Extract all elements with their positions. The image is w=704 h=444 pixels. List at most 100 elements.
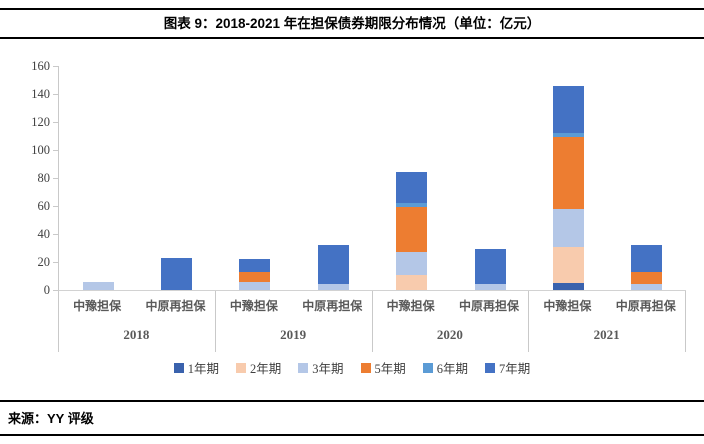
stacked-bar bbox=[396, 172, 428, 290]
legend-item: 7年期 bbox=[485, 358, 530, 377]
bar-group bbox=[59, 66, 216, 290]
category-separator bbox=[685, 291, 686, 352]
bar-slot bbox=[294, 66, 372, 290]
stacked-bar bbox=[82, 281, 114, 290]
category-label-group: 中豫担保 中原再担保 bbox=[215, 297, 372, 314]
bar-slot bbox=[59, 66, 137, 290]
category-separator bbox=[371, 291, 373, 352]
bar-segment-7年期 bbox=[239, 259, 271, 272]
bar-segment-2年期 bbox=[552, 246, 584, 283]
category-label: 中原再担保 bbox=[615, 299, 676, 313]
bar-segment-5年期 bbox=[396, 207, 428, 253]
bar-segment-7年期 bbox=[474, 249, 506, 285]
bar-slot bbox=[608, 66, 686, 290]
bar-group bbox=[373, 66, 530, 290]
category-label: 中原再担保 bbox=[302, 299, 363, 313]
bar-slot bbox=[137, 66, 215, 290]
bar-segment-6年期 bbox=[396, 203, 428, 208]
bar-slot bbox=[529, 66, 607, 290]
y-tick-mark bbox=[53, 206, 58, 207]
y-tick-mark bbox=[53, 66, 58, 67]
category-label: 中原再担保 bbox=[145, 299, 206, 313]
legend-label: 1年期 bbox=[187, 362, 219, 376]
category-label-group: 中豫担保 中原再担保 bbox=[372, 297, 529, 314]
year-label: 2020 bbox=[436, 327, 463, 342]
category-separator bbox=[58, 291, 59, 352]
top-divider bbox=[0, 8, 704, 10]
stacked-bar bbox=[474, 249, 506, 290]
category-label: 中豫担保 bbox=[386, 299, 435, 313]
y-tick-label: 120 bbox=[31, 115, 50, 129]
y-tick-label: 40 bbox=[37, 227, 51, 241]
y-tick-mark bbox=[53, 234, 58, 235]
bar-segment-3年期 bbox=[474, 284, 506, 290]
category-separator bbox=[214, 291, 216, 352]
legend-label: 2年期 bbox=[249, 362, 282, 376]
bar-slot bbox=[451, 66, 529, 290]
y-tick-label: 80 bbox=[37, 171, 51, 185]
bar-slot bbox=[216, 66, 294, 290]
category-label: 中豫担保 bbox=[73, 299, 122, 313]
bar-segment-5年期 bbox=[239, 271, 271, 282]
legend-label: 6年期 bbox=[436, 362, 469, 376]
legend-label: 3年期 bbox=[312, 362, 344, 376]
stacked-bar bbox=[239, 259, 271, 290]
category-label: 中豫担保 bbox=[543, 299, 592, 313]
bar-segment-7年期 bbox=[317, 245, 349, 285]
bar-group bbox=[529, 66, 686, 290]
bar-segment-7年期 bbox=[631, 245, 663, 272]
legend: 1年期 2年期 3年期 5年期 6年期 7年期 bbox=[0, 358, 704, 377]
bar-segment-3年期 bbox=[82, 281, 114, 290]
bar-group bbox=[216, 66, 373, 290]
year-label: 2021 bbox=[593, 327, 620, 342]
legend-item: 6年期 bbox=[422, 358, 469, 377]
y-tick-mark bbox=[53, 262, 58, 263]
category-label-group: 中豫担保 中原再担保 bbox=[528, 297, 685, 314]
y-tick-mark bbox=[53, 122, 58, 123]
chart-title: 图表 9：2018-2021 年在担保债券期限分布情况（单位：亿元） bbox=[163, 16, 541, 31]
bar-segment-7年期 bbox=[161, 257, 193, 290]
bar-segment-3年期 bbox=[631, 284, 663, 290]
legend-swatch-icon bbox=[235, 362, 246, 373]
y-tick-label: 140 bbox=[31, 87, 50, 101]
bar-segment-2年期 bbox=[396, 274, 428, 290]
stacked-bar bbox=[552, 85, 584, 290]
stacked-bar bbox=[161, 257, 193, 290]
y-tick-label: 60 bbox=[37, 199, 51, 213]
y-tick-label: 0 bbox=[43, 283, 50, 297]
y-tick-label: 20 bbox=[37, 255, 51, 269]
source-divider-bottom bbox=[0, 434, 704, 436]
bar-segment-5年期 bbox=[552, 137, 584, 209]
category-label-group: 中豫担保 中原再担保 bbox=[58, 297, 215, 314]
year-label: 2018 bbox=[123, 327, 150, 342]
category-label: 中原再担保 bbox=[459, 299, 520, 313]
stacked-bar bbox=[317, 245, 349, 290]
bar-slot bbox=[373, 66, 451, 290]
category-separator bbox=[528, 291, 530, 352]
legend-swatch-icon bbox=[485, 362, 496, 373]
bar-segment-7年期 bbox=[552, 85, 584, 134]
bar-segment-5年期 bbox=[631, 271, 663, 285]
legend-item: 1年期 bbox=[173, 358, 219, 377]
y-tick-label: 160 bbox=[31, 59, 50, 73]
y-tick-label: 100 bbox=[31, 143, 50, 157]
category-label: 中豫担保 bbox=[229, 299, 278, 313]
bar-segment-3年期 bbox=[239, 281, 271, 290]
legend-swatch-icon bbox=[422, 362, 433, 373]
legend-item: 2年期 bbox=[235, 358, 282, 377]
y-tick-mark bbox=[53, 178, 58, 179]
source-text: 来源：YY 评级 bbox=[8, 411, 94, 426]
plot-area bbox=[58, 66, 686, 291]
title-divider bbox=[0, 37, 704, 39]
bar-segment-3年期 bbox=[317, 284, 349, 290]
legend-item: 3年期 bbox=[298, 358, 344, 377]
y-tick-mark bbox=[53, 150, 58, 151]
legend-label: 7年期 bbox=[499, 362, 531, 376]
year-label: 2019 bbox=[280, 327, 307, 342]
stacked-bar bbox=[631, 245, 663, 290]
source-divider-top bbox=[0, 400, 704, 402]
legend-swatch-icon bbox=[173, 362, 184, 373]
x-axis-year-labels: 2018 2019 2020 2021 bbox=[58, 327, 685, 343]
legend-swatch-icon bbox=[360, 362, 371, 373]
